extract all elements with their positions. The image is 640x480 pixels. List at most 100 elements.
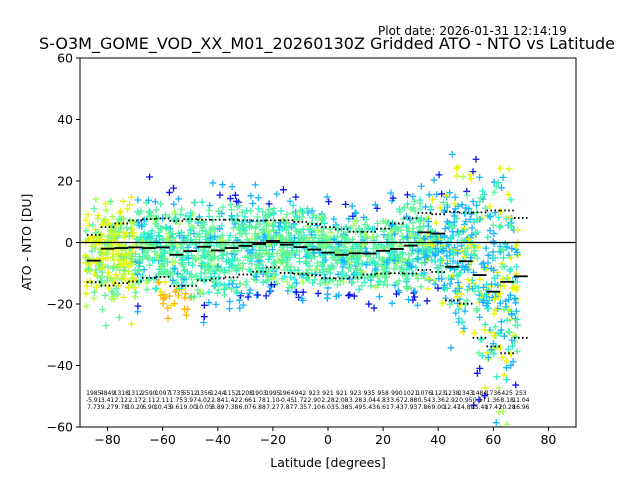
scatter-point [277, 246, 285, 254]
scatter-point [303, 258, 311, 265]
x-tick-label: −20 [260, 432, 286, 447]
scatter-point [388, 299, 396, 307]
scatter-point [284, 287, 292, 295]
scatter-point [307, 225, 314, 233]
scatter-point [102, 207, 110, 214]
scatter-point [503, 357, 510, 365]
scatter-point [393, 290, 400, 298]
scatter-point [286, 267, 294, 275]
scatter-point [141, 249, 148, 257]
scatter-point [440, 247, 448, 254]
scatter-point [448, 275, 456, 283]
scatter-point [180, 234, 188, 242]
scatter-point [411, 287, 419, 295]
y-tick-label: 0 [65, 235, 73, 250]
scatter-point [314, 227, 322, 234]
scatter-point [166, 189, 173, 196]
scatter-point [369, 233, 377, 241]
scatter-point [211, 261, 218, 269]
scatter-point [177, 244, 185, 251]
scatter-point [143, 286, 151, 293]
scatter-point [400, 215, 407, 223]
scatter-point [306, 226, 313, 234]
scatter-point [499, 173, 507, 181]
scatter-point [180, 275, 188, 283]
bin-stat-text: 2.28 [321, 397, 335, 404]
scatter-point [505, 165, 513, 173]
scatter-point [209, 179, 217, 187]
scatter-point [129, 277, 137, 285]
bin-stat-text: 1343 [458, 390, 473, 397]
scatter-point [383, 273, 390, 281]
scatter-point [211, 270, 218, 278]
scatter-point [403, 223, 411, 231]
scatter-point [91, 288, 98, 296]
scatter-point [234, 223, 242, 231]
scatter-point [269, 274, 277, 282]
scatter-point [124, 205, 131, 213]
bin-stat-text: 942 [295, 390, 307, 397]
scatter-point [443, 218, 451, 225]
scatter-point [484, 354, 492, 361]
bin-stat-text: 425 [501, 390, 513, 397]
scatter-point [414, 275, 422, 282]
scatter-point [446, 280, 454, 288]
scatter-point [230, 248, 238, 255]
bin-stat-text: 7.27 [266, 404, 280, 411]
scatter-point [497, 208, 504, 215]
scatter-point [189, 261, 197, 269]
scatter-point [214, 254, 222, 262]
scatter-point [488, 280, 495, 288]
scatter-point [159, 300, 167, 308]
scatter-point [454, 249, 462, 257]
bin-stat-text: 1.36 [487, 397, 501, 404]
scatter-point [372, 283, 380, 291]
scatter-point [314, 259, 321, 267]
scatter-point [102, 322, 110, 330]
scatter-point [98, 220, 106, 228]
scatter-point [262, 246, 270, 254]
scatter-point [240, 220, 248, 228]
scatter-point [104, 254, 112, 262]
scatter-point [170, 234, 177, 242]
scatter-point [188, 222, 195, 230]
scatter-point [242, 243, 250, 251]
bin-stat-text: 3.67 [390, 397, 404, 404]
scatter-point [371, 259, 379, 267]
scatter-point [200, 313, 208, 321]
scatter-point [200, 301, 208, 309]
scatter-point [405, 296, 412, 303]
scatter-point [396, 208, 404, 216]
scatter-point [286, 197, 294, 205]
scatter-point [425, 275, 433, 283]
scatter-point [507, 222, 514, 230]
scatter-point [186, 294, 194, 302]
scatter-point [107, 198, 114, 205]
scatter-point [85, 265, 92, 273]
scatter-point [348, 255, 355, 263]
bin-stat-text: 10.43 [154, 404, 171, 411]
scatter-point [89, 234, 97, 242]
bin-stat-text: 958 [377, 390, 389, 397]
scatter-point [375, 254, 383, 262]
scatter-point [513, 283, 521, 291]
scatter-point [462, 218, 470, 225]
scatter-point [380, 228, 387, 235]
scatter-point [269, 246, 276, 253]
scatter-point [326, 276, 333, 283]
scatter-point [497, 326, 505, 334]
scatter-point [486, 227, 494, 234]
scatter-point [379, 281, 387, 288]
scatter-point [388, 222, 396, 230]
scatter-point [394, 287, 402, 294]
scatter-point [425, 218, 432, 226]
scatter-point [458, 290, 465, 298]
scatter-point [442, 191, 450, 199]
bin-stat-text: 6.61 [376, 404, 390, 411]
scatter-point [256, 250, 264, 258]
scatter-point [244, 293, 252, 301]
scatter-point [143, 278, 151, 286]
scatter-point [463, 297, 471, 304]
bin-statistics [86, 209, 528, 355]
scatter-point [397, 226, 405, 234]
